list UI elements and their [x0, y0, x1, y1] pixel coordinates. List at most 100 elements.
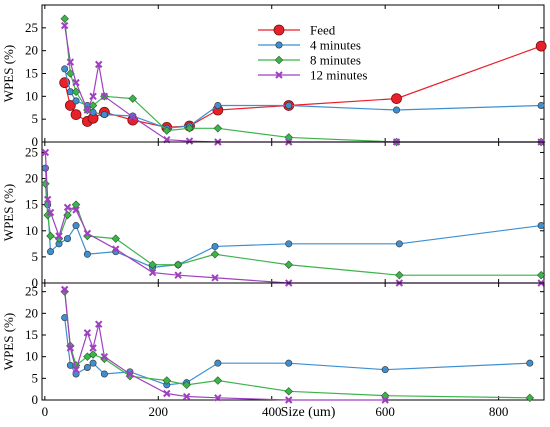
data-point [185, 124, 194, 133]
data-point [173, 260, 183, 269]
data-point [100, 111, 108, 119]
series-line [64, 289, 386, 401]
data-point [72, 222, 80, 230]
data-point [526, 359, 534, 367]
data-point [72, 97, 80, 105]
data-point [66, 58, 75, 66]
data-point [162, 376, 172, 385]
y-tick-label: 5 [32, 370, 39, 385]
data-point [61, 65, 69, 73]
data-point [185, 137, 194, 145]
legend-marker [275, 41, 283, 49]
y-tick-label: 10 [25, 349, 38, 364]
data-point [55, 232, 63, 240]
data-point [211, 242, 219, 250]
data-point [64, 100, 76, 111]
y-tick-label: 5 [32, 111, 39, 126]
y-tick-label: 0 [32, 392, 39, 407]
data-point [537, 222, 545, 230]
data-point [182, 380, 191, 390]
x-tick-label: 600 [375, 404, 395, 419]
data-point [100, 370, 108, 378]
chart-panel: 0 5 10 15 20 25 WPES (%) 0 200 400 600 800 Size (um) [1, 282, 545, 420]
data-point [395, 240, 403, 248]
data-point [83, 363, 91, 371]
data-point [395, 270, 404, 280]
data-point [41, 148, 50, 157]
data-point [535, 40, 547, 52]
x-axis-label: Size (um) [281, 405, 336, 420]
y-tick-label: 15 [25, 327, 38, 342]
data-point [89, 92, 97, 101]
data-point [285, 396, 293, 404]
data-point [66, 344, 75, 352]
data-point [71, 200, 81, 209]
legend-label: 8 minutes [310, 53, 361, 68]
data-point [72, 365, 80, 374]
y-tick-label: 25 [25, 284, 38, 299]
data-point [525, 393, 535, 403]
data-point [64, 235, 72, 243]
data-point [381, 396, 389, 404]
series-line [44, 152, 542, 284]
data-point [72, 206, 80, 214]
series-group [60, 14, 546, 147]
data-point [83, 229, 92, 238]
data-point [83, 329, 92, 337]
data-point [71, 87, 81, 96]
series-line [64, 291, 530, 399]
data-point [285, 359, 293, 367]
y-axis-label: WPES (%) [1, 184, 16, 241]
series-line [44, 183, 542, 276]
data-point [284, 260, 293, 269]
plot-frame [41, 4, 545, 143]
data-point [60, 14, 69, 23]
data-point [95, 60, 103, 69]
data-point [83, 250, 91, 258]
data-point [89, 359, 97, 367]
data-point [111, 234, 120, 243]
y-tick-label: 10 [25, 223, 38, 238]
data-point [393, 106, 401, 114]
data-point [381, 366, 389, 374]
legend-marker [273, 24, 285, 36]
data-point [112, 245, 120, 253]
series-group [60, 287, 535, 403]
x-tick-label: 200 [149, 404, 169, 419]
data-point [213, 124, 223, 133]
y-tick-label: 0 [32, 275, 39, 290]
y-tick-label: 20 [25, 305, 38, 320]
legend-marker [275, 71, 283, 79]
y-tick-label: 25 [25, 20, 38, 35]
data-point [214, 394, 222, 402]
data-point [100, 92, 109, 101]
data-point [60, 285, 69, 294]
data-point [214, 101, 222, 109]
data-point [60, 21, 69, 30]
data-point [210, 250, 220, 259]
x-tick-label: 400 [262, 404, 282, 419]
y-tick-label: 20 [25, 43, 38, 58]
data-point [100, 354, 109, 364]
data-point [214, 359, 222, 367]
data-point [72, 78, 80, 87]
data-point [148, 268, 157, 277]
plot-frame [41, 141, 545, 284]
data-point [174, 271, 182, 279]
y-tick-label: 0 [32, 134, 39, 149]
data-point [129, 113, 137, 121]
data-point [211, 274, 219, 282]
legend-label: 12 minutes [310, 68, 367, 83]
data-point [43, 195, 52, 204]
series-group [60, 21, 545, 146]
data-point [41, 164, 49, 172]
y-axis-label: WPES (%) [1, 313, 16, 370]
data-point [213, 376, 223, 385]
data-point [284, 387, 293, 396]
y-tick-label: 15 [25, 197, 38, 212]
plot-frame [41, 282, 545, 401]
data-point [95, 320, 103, 328]
data-point [162, 126, 172, 135]
